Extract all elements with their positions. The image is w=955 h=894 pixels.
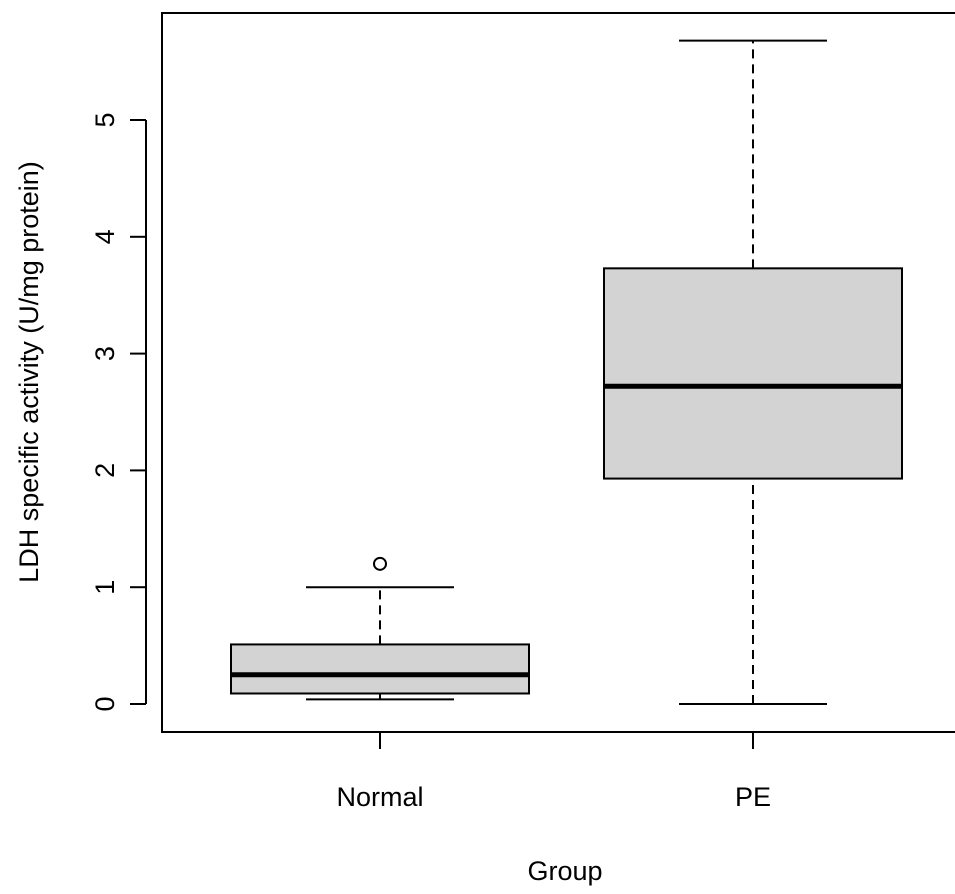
y-tick-label: 4 bbox=[90, 229, 120, 244]
y-tick-label: 3 bbox=[90, 346, 120, 361]
outlier-point bbox=[373, 556, 387, 571]
box-pe bbox=[603, 39, 903, 705]
y-tick-label: 1 bbox=[90, 580, 120, 595]
box-normal bbox=[230, 556, 530, 701]
iqr-box bbox=[603, 267, 903, 480]
y-axis: 0 1 2 3 4 5 bbox=[90, 112, 147, 712]
boxes bbox=[230, 39, 903, 705]
x-axis-label: Group bbox=[527, 856, 602, 886]
x-tick-label: Normal bbox=[336, 782, 423, 812]
iqr-box bbox=[230, 643, 530, 695]
plot-frame bbox=[161, 12, 955, 733]
y-tick-label: 0 bbox=[90, 696, 120, 711]
y-tick-label: 2 bbox=[90, 463, 120, 478]
y-axis-label: LDH specific activity (U/mg protein) bbox=[14, 161, 44, 583]
y-tick-label: 5 bbox=[90, 112, 120, 127]
x-tick-label: PE bbox=[735, 782, 771, 812]
x-axis: Normal PE bbox=[336, 733, 771, 812]
